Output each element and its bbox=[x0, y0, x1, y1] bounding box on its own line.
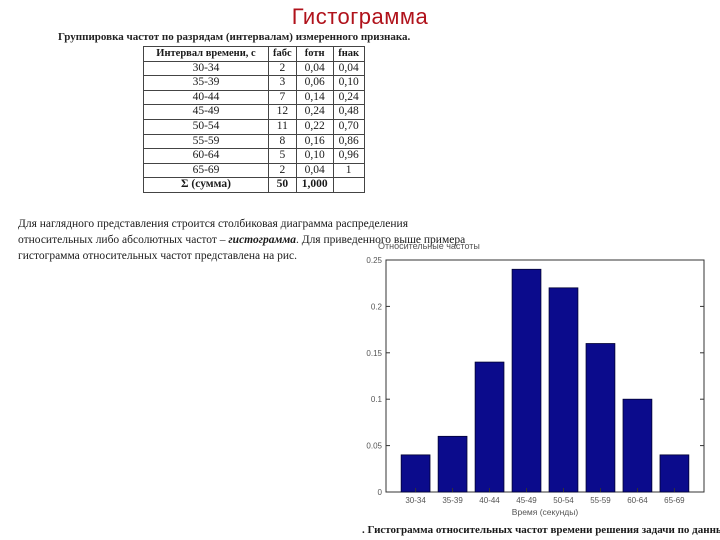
histogram-bar bbox=[437, 435, 468, 493]
cell-f-abs: 2 bbox=[268, 60, 297, 77]
histogram-chart: Относительные частоты 0 0.05 0.1 0.15 0.2 0.25… bbox=[366, 241, 705, 517]
table-body: 30-34 2 0,04 0,04 35-39 3 0,06 0,10 40-44 7 0,14 0,… bbox=[143, 60, 365, 193]
header-interval: Интервал времени, с bbox=[143, 46, 269, 62]
cell-f-rel: 0,22 bbox=[295, 118, 334, 135]
cell-f-abs: 50 bbox=[268, 177, 297, 193]
x-tick-label: 60-64 bbox=[627, 496, 648, 505]
cell-f-cum: 0,86 bbox=[332, 133, 365, 150]
paragraph-emphasis: гистограмма bbox=[228, 234, 296, 246]
cell-f-cum bbox=[332, 177, 365, 193]
x-tick-label: 35-39 bbox=[442, 496, 463, 505]
cell-f-rel: 0,14 bbox=[295, 89, 334, 106]
cell-interval: 40-44 bbox=[143, 89, 269, 106]
histogram-bar bbox=[548, 287, 579, 493]
cell-f-rel: 0,04 bbox=[295, 162, 334, 179]
table-row: 50-54 11 0,22 0,70 bbox=[143, 118, 365, 135]
cell-f-cum: 0,96 bbox=[332, 148, 365, 164]
description-paragraph: Для наглядного представления строится ст… bbox=[18, 216, 478, 264]
histogram-bar bbox=[400, 454, 431, 493]
table-header-row: Интервал времени, с fабс fотн fнак bbox=[143, 46, 365, 62]
table-row: 35-39 3 0,06 0,10 bbox=[143, 75, 365, 91]
header-f-rel: fотн bbox=[295, 46, 334, 62]
table-row: 55-59 8 0,16 0,86 bbox=[143, 133, 365, 150]
cell-f-abs: 3 bbox=[268, 75, 297, 91]
x-tick-label: 30-34 bbox=[405, 496, 426, 505]
header-f-cum: fнак bbox=[332, 46, 365, 62]
histogram-figure: Относительные частоты 0 0.05 0.1 0.15 0.2 0.25… bbox=[356, 238, 720, 520]
cell-f-cum: 0,70 bbox=[332, 118, 365, 135]
histogram-bar bbox=[585, 343, 616, 493]
y-tick-label: 0.25 bbox=[366, 256, 382, 265]
table-row: 30-34 2 0,04 0,04 bbox=[143, 60, 365, 77]
cell-f-cum: 0,04 bbox=[332, 60, 365, 77]
cell-f-abs: 2 bbox=[268, 162, 297, 179]
table-row: 45-49 12 0,24 0,48 bbox=[143, 104, 365, 120]
cell-f-cum: 0,24 bbox=[332, 89, 365, 106]
cell-f-rel: 0,24 bbox=[295, 104, 334, 120]
table-sum-row: Σ (сумма) 50 1,000 bbox=[143, 177, 365, 193]
y-tick-label: 0.2 bbox=[371, 302, 383, 311]
cell-interval: 65-69 bbox=[143, 162, 269, 179]
cell-f-rel: 1,000 bbox=[295, 177, 334, 193]
frequency-table: Интервал времени, с fабс fотн fнак 30-34… bbox=[143, 46, 365, 193]
cell-f-abs: 8 bbox=[268, 133, 297, 150]
paragraph-text-start: Для наглядного представления строится ст… bbox=[18, 218, 408, 246]
cell-f-abs: 7 bbox=[268, 89, 297, 106]
histogram-bar bbox=[511, 268, 542, 493]
cell-interval: 35-39 bbox=[143, 75, 269, 91]
y-tick-label: 0.1 bbox=[371, 395, 383, 404]
cell-f-rel: 0,04 bbox=[295, 60, 334, 77]
x-tick-label: 65-69 bbox=[664, 496, 685, 505]
y-tick-label: 0.15 bbox=[366, 349, 382, 358]
cell-f-abs: 11 bbox=[268, 118, 297, 135]
table-row: 40-44 7 0,14 0,24 bbox=[143, 89, 365, 106]
header-f-abs: fабс bbox=[268, 46, 297, 62]
histogram-bar bbox=[474, 361, 505, 493]
histogram-bar bbox=[659, 454, 690, 493]
cell-interval: 55-59 bbox=[143, 133, 269, 150]
figure-caption: . Гистограмма относительных частот време… bbox=[362, 524, 720, 536]
histogram-bar bbox=[622, 398, 653, 493]
table-row: 65-69 2 0,04 1 bbox=[143, 162, 365, 179]
cell-f-abs: 5 bbox=[268, 148, 297, 164]
cell-interval: 30-34 bbox=[143, 60, 269, 77]
x-tick-label: 40-44 bbox=[479, 496, 500, 505]
cell-interval: 50-54 bbox=[143, 118, 269, 135]
table-row: 60-64 5 0,10 0,96 bbox=[143, 148, 365, 164]
cell-interval: 60-64 bbox=[143, 148, 269, 164]
x-axis-label: Время (секунды) bbox=[512, 507, 579, 517]
cell-f-abs: 12 bbox=[268, 104, 297, 120]
cell-f-cum: 0,10 bbox=[332, 75, 365, 91]
y-tick-label: 0.05 bbox=[366, 442, 382, 451]
cell-f-rel: 0,06 bbox=[295, 75, 334, 91]
cell-interval: 45-49 bbox=[143, 104, 269, 120]
cell-f-rel: 0,16 bbox=[295, 133, 334, 150]
paragraph-text-end: . Для приведенного выше примера гистогра… bbox=[18, 234, 466, 262]
cell-f-cum: 1 bbox=[332, 162, 365, 179]
x-tick-label: 55-59 bbox=[590, 496, 611, 505]
cell-interval: Σ (сумма) bbox=[143, 177, 269, 193]
x-tick-label: 45-49 bbox=[516, 496, 537, 505]
table-caption: Группировка частот по разрядам (интервал… bbox=[58, 31, 411, 43]
x-tick-label: 50-54 bbox=[553, 496, 574, 505]
chart-title: Относительные частоты bbox=[378, 241, 480, 251]
cell-f-cum: 0,48 bbox=[332, 104, 365, 120]
plot-frame bbox=[385, 259, 705, 493]
cell-f-rel: 0,10 bbox=[295, 148, 334, 164]
slide-title: Гистограмма bbox=[291, 4, 429, 29]
y-tick-label: 0 bbox=[378, 488, 383, 497]
